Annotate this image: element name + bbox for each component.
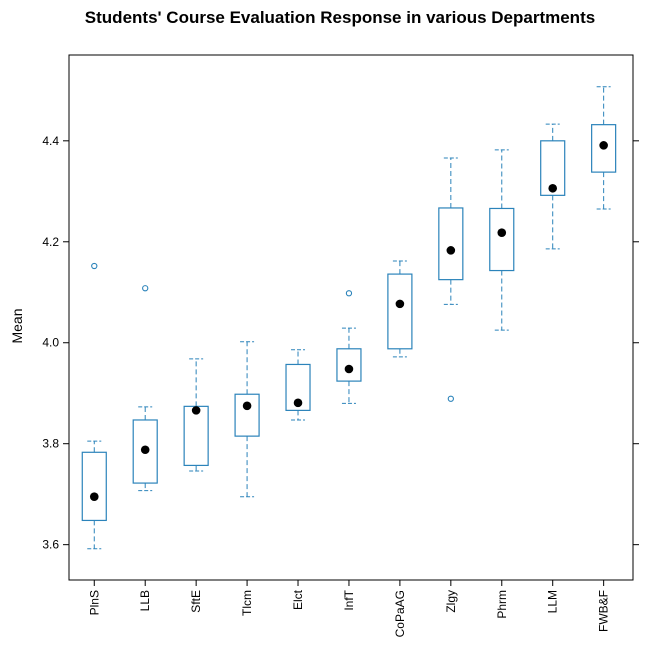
y-tick-label: 4.2 — [42, 235, 59, 249]
outlier-point — [447, 395, 454, 402]
box-plot-group — [183, 358, 209, 472]
box-iqr — [489, 207, 515, 272]
x-tick-label: Phrm — [495, 590, 509, 619]
x-tick-label: FWB&F — [597, 590, 611, 632]
x-tick-label: Tlcm — [240, 590, 254, 616]
box-iqr — [540, 140, 566, 196]
median-point — [191, 406, 201, 415]
median-point — [293, 398, 303, 408]
median-point — [395, 299, 405, 309]
box-iqr — [234, 393, 260, 437]
median-point — [140, 445, 150, 455]
median-point — [497, 228, 507, 237]
y-axis-ticks: 3.6 3.8 4.0 4.2 4.4 — [42, 134, 639, 552]
y-tick-label: 3.6 — [42, 538, 59, 552]
median-point — [344, 364, 354, 374]
x-tick-label: Elct — [291, 589, 305, 610]
box-plot-group — [438, 157, 464, 402]
chart-title: Students' Course Evaluation Response in … — [85, 8, 595, 27]
box-plot-group — [591, 86, 617, 210]
y-tick-label: 4.4 — [42, 134, 59, 148]
y-tick-label: 4.0 — [42, 336, 59, 350]
median-point — [89, 492, 99, 502]
outlier-point — [142, 285, 149, 292]
box-plot-group — [81, 262, 107, 550]
median-point — [446, 246, 456, 255]
median-point — [242, 401, 252, 411]
plot-frame — [68, 54, 634, 581]
y-tick-label: 3.8 — [42, 437, 59, 451]
outlier-point — [91, 262, 98, 270]
x-tick-label: CoPaAG — [393, 590, 407, 637]
box-plot-group — [387, 260, 413, 358]
box-iqr — [438, 207, 464, 281]
box-iqr — [81, 451, 107, 522]
x-tick-label: LLB — [138, 590, 152, 611]
box-plot-group — [336, 290, 362, 404]
box-plot-group — [285, 349, 311, 421]
box-iqr — [183, 405, 209, 467]
median-point — [599, 141, 608, 150]
y-axis-label: Mean — [9, 308, 25, 343]
x-tick-label: Zlgy — [444, 590, 458, 613]
box-plots — [81, 86, 617, 550]
median-point — [548, 183, 558, 193]
x-tick-label: SftE — [189, 590, 203, 613]
box-plot-group — [132, 285, 158, 492]
x-tick-label: LLM — [546, 590, 560, 613]
box-plot-group — [540, 123, 566, 250]
box-plot-group — [234, 341, 260, 498]
x-axis-ticks: PlnS LLB SftE Tlcm Elct InfT CoPaAG Zlgy Phrm LLM… — [87, 580, 611, 637]
outlier-point — [345, 290, 353, 297]
x-tick-label: InfT — [342, 589, 356, 610]
x-tick-label: PlnS — [87, 590, 101, 615]
box-plot-group — [489, 149, 515, 331]
box-iqr — [387, 273, 413, 350]
